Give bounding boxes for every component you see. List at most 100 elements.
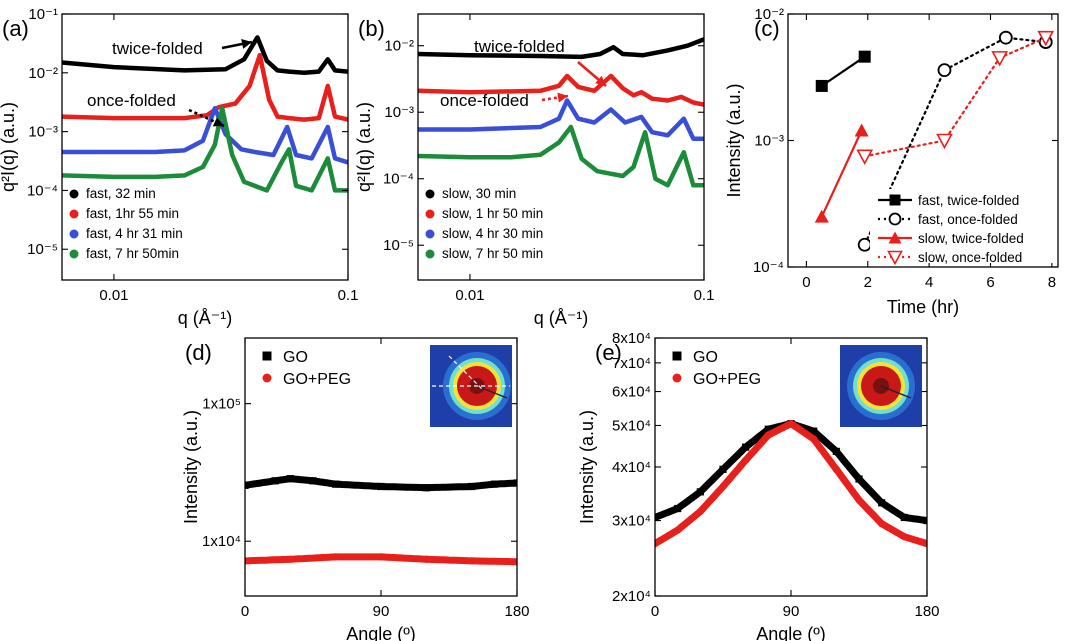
panel-b: 0.01 0.1 10⁻² 10⁻³ 10⁻⁴ 10⁻⁵ q (Å⁻¹) q²I(q) (a.… [354,13,715,328]
legend-label: fast, 7 hr 50min [86,246,179,261]
legend-label: slow, 4 hr 30 min [442,226,543,241]
x-tick-label: 0 [802,274,810,291]
data-point-0-10 [878,499,886,507]
arrow-twice-folded-head [595,75,606,86]
y-tick-label: 10⁻¹ [28,6,58,23]
x-tick-label: 180 [504,603,529,620]
annotations: twice-folded once-folded [87,39,253,128]
data-point-1-2 [696,507,704,516]
y-tick-label: 10⁻² [28,65,58,82]
y-axis-label: Intensity (a.u.) [724,83,744,197]
data-point-1-12 [923,540,927,548]
y-tick-label: 10⁻⁵ [383,237,414,254]
annotation-once-folded: once-folded [440,91,529,110]
axes-frame [417,13,705,281]
scattering-pattern-inset [430,345,512,427]
y-tick-label: 3x10⁴ [612,513,651,530]
plot-area [418,37,704,188]
arrow-once-folded-head [212,117,224,127]
legend-label: fast, once-folded [918,212,1018,227]
annotation-twice-folded: twice-folded [112,39,203,58]
data-point-0-4 [332,480,340,488]
data-point-1-1 [286,555,294,563]
x-tick-label: 0.1 [694,287,715,304]
legend-label: fast, 32 min [86,186,156,201]
data-point-0-9 [513,479,517,487]
arrow-once-folded [541,94,569,102]
y-axis-label: Intensity (a.u.) [181,410,201,524]
x-tick-label: 180 [914,603,939,620]
x-tick-label: 90 [783,603,800,620]
x-tick-label: 8 [1048,274,1056,291]
legend-marker [69,229,79,239]
y-tick-label: 8x10⁴ [612,330,651,347]
legend-label: fast, 1hr 55 min [86,206,179,221]
data-point-3-0 [856,149,874,165]
data-point-0-7 [810,427,818,435]
inset-angle-line [448,355,484,391]
data-point-0-2 [286,475,294,483]
legend-marker [69,209,79,219]
legend-label: fast, twice-folded [918,193,1019,208]
series-line-3 [62,105,348,193]
panel-label: (b) [358,16,385,41]
series-line-2 [418,98,704,141]
data-point-1-7 [810,435,818,443]
y-tick-label: 10⁻⁵ [27,241,58,258]
series-line-2 [820,129,863,218]
legend-label: GO+PEG [693,371,761,388]
series-line-2 [62,105,348,165]
x-tick-label: 90 [373,603,390,620]
data-point-1-5 [468,557,476,565]
data-point-0-2 [696,488,704,496]
data-point-0-1 [858,50,871,63]
data-point-0-8 [832,447,840,455]
legend-label: slow, once-folded [918,250,1022,265]
y-axis-label: Intensity (a.u.) [577,410,597,524]
y-tick-label: 10⁻³ [754,133,784,150]
arrow-twice-folded-head [241,39,252,49]
y-tick-label: 10⁻³ [28,124,58,141]
y-tick-label: 6x10⁴ [612,384,651,401]
panel-c: 0 2 4 6 8 10⁻² 10⁻³ 10⁻⁴ Time (hr) Intensity (a.u… [724,6,1059,317]
data-point-0-9 [855,475,863,483]
annotation-once-folded: once-folded [87,91,176,110]
data-point-3-2 [991,51,1009,67]
data-point-2-1 [854,123,869,137]
legend-marker [425,209,435,219]
y-axis-label: q²I(q) (a.u.) [354,102,374,192]
data-point-2-0 [814,209,829,223]
data-point-1-0 [655,540,659,548]
data-point-1-3 [377,553,385,561]
x-tick-label: 0.01 [99,287,128,304]
legend-marker [672,351,682,361]
legend: GO GO+PEG [672,349,761,388]
legend: GO GO+PEG [262,349,351,388]
x-tick-label: 2 [864,274,872,291]
data-point-1-0 [857,237,872,252]
scattering-pattern-inset [840,345,922,427]
data-point-1-2 [332,553,340,561]
data-point-1-8 [832,465,840,473]
inset-beamstop [880,385,912,399]
x-axis-label: Time (hr) [887,297,959,317]
panel-label: (e) [595,340,622,365]
series-line-0 [820,55,866,87]
series-line-1 [418,73,704,107]
legend-marker [262,373,272,383]
y-tick-label: 2x10⁴ [612,588,651,605]
data-point-1-3 [719,483,727,491]
panel-a: 0.01 0.1 10⁻¹ 10⁻² 10⁻³ 10⁻⁴ 10⁻⁵ q (Å⁻¹) q²I(q)… [0,6,358,328]
data-point-0-1 [674,504,682,513]
annotation-twice-folded: twice-folded [474,37,565,56]
legend-label: slow, 7 hr 50 min [442,246,543,261]
legend-label: slow, 30 min [442,186,516,201]
axes-frame [61,13,349,281]
legend-marker [262,351,272,361]
data-point-0-3 [719,465,727,473]
data-point-1-10 [878,520,886,528]
plot-area [245,475,517,566]
legend-marker [888,231,902,244]
x-tick-label: 0.1 [338,287,359,304]
